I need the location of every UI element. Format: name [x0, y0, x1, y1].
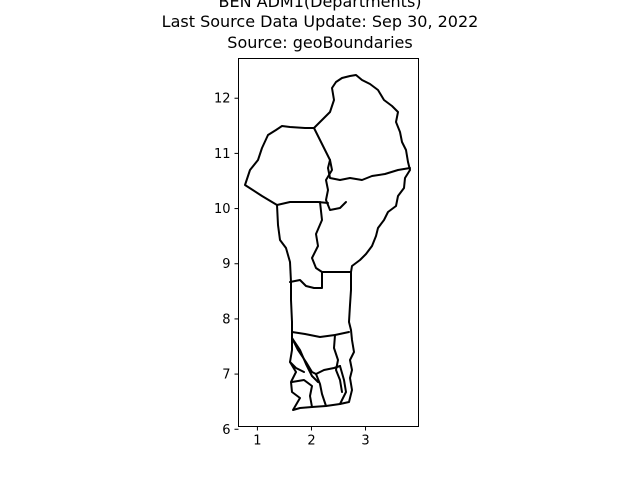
y-tick-label: 6	[222, 423, 230, 438]
map-subtitle-update: Last Source Data Update: Sep 30, 2022	[161, 12, 479, 31]
y-tick-label: 7	[222, 368, 230, 383]
boundary-mono-atlantique	[291, 379, 313, 408]
boundary-mono-north	[289, 361, 305, 373]
boundary-donga-borgou	[311, 201, 352, 273]
boundary-zou-plateau	[333, 334, 343, 393]
boundary-zou-atlantique	[315, 365, 341, 375]
y-tick-label: 8	[222, 312, 230, 327]
boundary-alibori-borgou	[325, 159, 347, 211]
x-tick-label: 3	[361, 434, 369, 449]
boundary-alibori-north	[327, 159, 411, 181]
y-tick-label: 9	[222, 257, 230, 272]
boundary-oueme-plateau	[339, 365, 347, 405]
y-tick-label: 12	[214, 92, 231, 107]
country-outline	[244, 74, 411, 411]
boundary-donga-collines	[289, 271, 323, 289]
y-tick-label: 10	[214, 202, 231, 217]
x-tick-label: 1	[253, 434, 261, 449]
boundary-couffo-mono	[291, 337, 319, 383]
boundary-atlantique-littoral	[315, 373, 327, 407]
x-tick-label: 2	[307, 434, 315, 449]
department-boundaries	[244, 74, 411, 411]
boundary-atacora-donga	[276, 201, 329, 206]
map-subtitle-source: Source: geoBoundaries	[227, 33, 413, 52]
map-title: BEN ADM1(Departments)	[218, 0, 422, 11]
axes-frame	[238, 58, 419, 427]
y-tick-label: 11	[214, 147, 231, 162]
boundary-collines-zou	[291, 331, 350, 338]
boundary-atacora-borgou	[313, 127, 331, 161]
